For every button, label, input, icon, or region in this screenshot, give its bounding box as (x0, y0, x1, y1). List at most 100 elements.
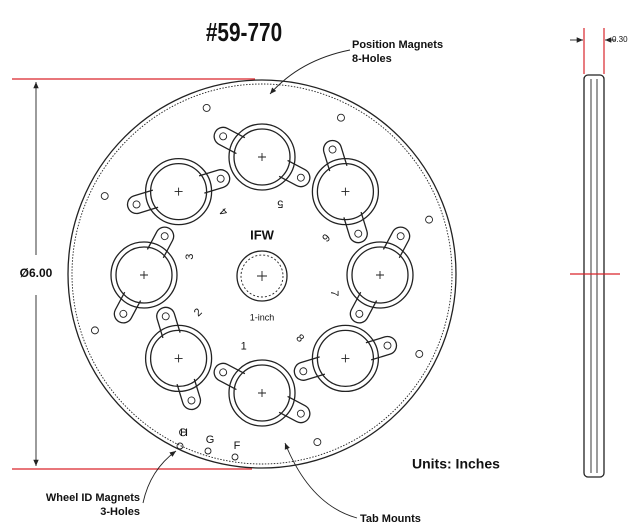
filter-position (144, 306, 213, 411)
position-label: 8 (293, 332, 306, 345)
center-mark (341, 187, 350, 196)
position-label: 2 (192, 306, 205, 319)
center-mark (140, 271, 148, 279)
filter-ring (144, 324, 213, 393)
filter-position (213, 359, 311, 427)
position-magnet (90, 326, 99, 335)
filter-aperture (149, 329, 208, 388)
id-hole-label: F (234, 440, 241, 452)
filter-aperture (316, 329, 375, 388)
tab (146, 226, 175, 259)
tab-hole (355, 309, 364, 318)
center-mark (341, 354, 350, 363)
filter-ring (311, 324, 380, 393)
tab-hole (119, 309, 128, 318)
tab (113, 291, 142, 324)
tab (176, 378, 202, 411)
position-magnet (415, 350, 424, 358)
tab (382, 226, 411, 259)
tab (365, 335, 398, 361)
callout-text: 3-Holes (100, 506, 140, 518)
tab-hole (132, 200, 141, 209)
filter-position (346, 226, 414, 324)
center-mark (258, 153, 266, 161)
filter-aperture (316, 162, 375, 221)
filter-aperture (233, 364, 291, 422)
position-label: 5 (277, 197, 283, 209)
center-mark (258, 389, 266, 397)
units: Units: Inches (412, 456, 500, 472)
center-mark (376, 271, 384, 279)
tab (278, 395, 311, 424)
leader (284, 442, 358, 519)
center-size: 1-inch (250, 312, 275, 322)
tab-mounts (322, 139, 368, 244)
filter-aperture (149, 162, 208, 221)
tab-hole (299, 367, 308, 376)
tab (349, 291, 378, 324)
tab-hole (160, 232, 169, 241)
position-label: 7 (328, 290, 340, 296)
tab (213, 126, 246, 155)
filter-ring (311, 157, 380, 226)
callout-text: Tab Mounts (360, 513, 421, 525)
tab (322, 139, 348, 172)
id-holes (176, 442, 239, 461)
tab (278, 159, 311, 188)
tab-hole (296, 409, 305, 418)
id-hole-label: G (206, 434, 215, 446)
position-label: 1 (241, 341, 247, 353)
tab-hole (187, 396, 196, 405)
position-magnet (425, 215, 434, 224)
filter-ring (346, 241, 414, 309)
filter-position (213, 123, 311, 191)
tab-mounts (126, 169, 231, 215)
filter-ring (144, 157, 213, 226)
filter-position (110, 226, 178, 324)
tab-mounts (349, 226, 411, 324)
side-view (583, 74, 605, 478)
tab-hole (383, 341, 392, 350)
filter-ring (228, 359, 296, 427)
tab (156, 306, 181, 339)
center-mark (257, 271, 267, 281)
leader (269, 49, 351, 95)
position-label: 6 (319, 231, 332, 244)
center-mark (174, 187, 183, 196)
center-hole (236, 250, 288, 302)
center-label: IFW (250, 227, 275, 242)
callout-text: Wheel ID Magnets (46, 492, 140, 504)
tab-hole (219, 368, 228, 377)
wheel-edge (71, 83, 453, 465)
callout-text: 8-Holes (352, 53, 392, 65)
filter-aperture (233, 128, 291, 186)
title: #59-770 (206, 18, 282, 47)
position-magnet (202, 103, 211, 112)
tab-mounts (113, 226, 175, 324)
tab-hole (219, 132, 228, 141)
position-label: 3 (184, 254, 196, 260)
filter-aperture (115, 246, 173, 304)
callout-text: Position Magnets (352, 39, 443, 51)
tab-mounts (213, 126, 311, 188)
position-magnet (179, 428, 187, 437)
holes: 1 2 3 4 5 6 7 8 (90, 103, 434, 447)
filter-position (293, 324, 398, 393)
filter-aperture (351, 246, 409, 304)
tab (126, 189, 159, 215)
position-magnet (337, 113, 345, 122)
thickness-label: 0.30 (612, 35, 628, 44)
tab (198, 169, 231, 194)
position-magnet (100, 192, 109, 200)
tab (343, 211, 368, 244)
tab-hole (396, 232, 405, 241)
leader (142, 450, 177, 504)
tab-mounts (293, 335, 398, 381)
filter-ring (110, 241, 178, 309)
tab-hole (328, 145, 337, 154)
position-magnet (313, 438, 322, 447)
tab-hole (354, 229, 363, 238)
id-hole-label: H (180, 427, 188, 439)
center-hole-inner (240, 254, 284, 298)
